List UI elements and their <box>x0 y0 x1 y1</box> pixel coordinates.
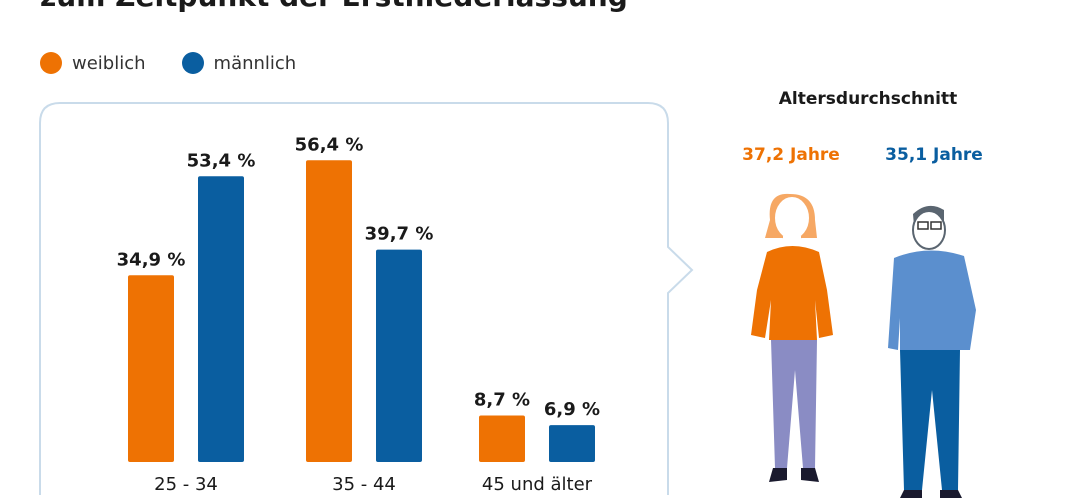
legend-label-male: männlich <box>213 52 297 74</box>
average-age-male: 35,1 Jahre <box>885 145 983 165</box>
category-label: 45 und älter <box>482 474 593 495</box>
chart-panel-frame <box>39 102 694 495</box>
legend-dot-male <box>181 52 204 74</box>
legend: weiblich männlich <box>40 52 296 74</box>
bar-male-0 <box>198 176 244 462</box>
bar-value-label: 56,4 % <box>295 134 364 155</box>
bar-male-2 <box>549 425 595 462</box>
legend-item-female: weiblich <box>40 52 146 74</box>
bar-value-label: 34,9 % <box>117 249 186 270</box>
average-age-female: 37,2 Jahre <box>742 145 840 165</box>
bar-labels-group: 34,9 % 53,4 % 56,4 % 39,7 % 8,7 % 6,9 % <box>117 134 600 420</box>
bar-value-label: 6,9 % <box>544 399 600 420</box>
bars-group <box>128 160 595 462</box>
bar-male-1 <box>376 249 422 462</box>
legend-label-female: weiblich <box>72 52 146 74</box>
bar-female-2 <box>479 415 525 462</box>
bar-female-1 <box>306 160 352 462</box>
legend-item-male: männlich <box>181 52 297 74</box>
bar-value-label: 53,4 % <box>187 150 256 171</box>
category-labels-group: 25 - 34 35 - 44 45 und älter <box>154 474 593 495</box>
man-figure <box>888 205 976 498</box>
category-label: 35 - 44 <box>332 474 396 495</box>
bar-value-label: 39,7 % <box>365 224 434 245</box>
category-label: 25 - 34 <box>154 474 218 495</box>
bar-value-label: 8,7 % <box>474 389 530 410</box>
bar-female-0 <box>128 275 174 462</box>
legend-dot-female <box>40 52 62 74</box>
average-age-heading: Altersdurchschnitt <box>778 89 958 109</box>
chart-title: zum Zeitpunkt der Erstniederlassung <box>40 0 628 13</box>
woman-figure <box>751 193 833 482</box>
